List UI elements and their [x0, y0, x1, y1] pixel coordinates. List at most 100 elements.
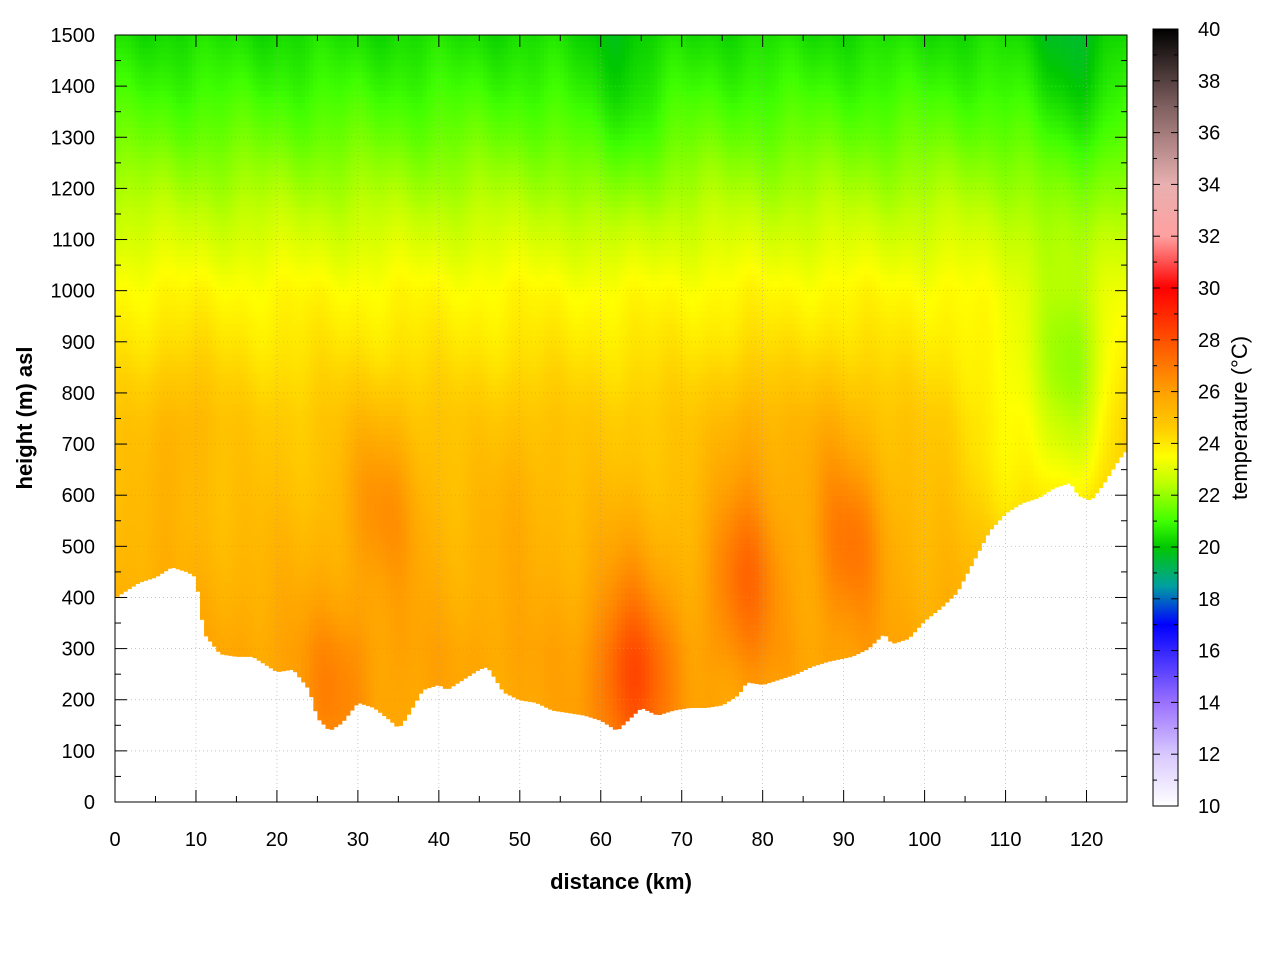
temperature-cell	[196, 176, 201, 183]
temperature-cell	[164, 244, 169, 251]
temperature-cell	[285, 133, 290, 140]
temperature-cell	[261, 127, 266, 134]
temperature-cell	[301, 201, 306, 208]
temperature-cell	[228, 642, 233, 649]
temperature-cell	[313, 514, 318, 521]
temperature-cell	[139, 170, 144, 177]
temperature-cell	[200, 587, 205, 594]
temperature-cell	[224, 372, 229, 379]
temperature-cell	[123, 207, 128, 214]
temperature-cell	[192, 397, 197, 404]
temperature-cell	[119, 507, 124, 514]
temperature-cell	[172, 348, 177, 355]
temperature-cell	[285, 274, 290, 281]
temperature-cell	[273, 661, 278, 668]
temperature-cell	[301, 274, 306, 281]
temperature-cell	[204, 60, 209, 67]
temperature-cell	[228, 188, 233, 195]
temperature-cell	[293, 133, 298, 140]
temperature-cell	[305, 152, 310, 159]
temperature-cell	[143, 360, 148, 367]
temperature-cell	[305, 127, 310, 134]
temperature-cell	[293, 176, 298, 183]
temperature-cell	[277, 501, 282, 508]
temperature-cell	[289, 84, 294, 91]
temperature-cell	[135, 66, 140, 73]
temperature-cell	[131, 446, 136, 453]
temperature-cell	[232, 145, 237, 152]
temperature-cell	[309, 274, 314, 281]
temperature-cell	[257, 618, 262, 625]
temperature-cell	[172, 477, 177, 484]
temperature-cell	[245, 195, 250, 202]
temperature-cell	[236, 348, 241, 355]
temperature-cell	[204, 182, 209, 189]
temperature-cell	[317, 636, 322, 643]
temperature-cell	[184, 372, 189, 379]
temperature-cell	[297, 409, 302, 416]
temperature-cell	[265, 158, 270, 165]
temperature-cell	[220, 213, 225, 220]
temperature-cell	[220, 127, 225, 134]
temperature-cell	[196, 139, 201, 146]
temperature-cell	[305, 170, 310, 177]
temperature-cell	[196, 287, 201, 294]
temperature-cell	[293, 409, 298, 416]
temperature-cell	[180, 231, 185, 238]
temperature-cell	[220, 280, 225, 287]
temperature-cell	[180, 538, 185, 545]
temperature-cell	[220, 593, 225, 600]
temperature-cell	[172, 109, 177, 116]
temperature-cell	[289, 139, 294, 146]
temperature-cell	[127, 293, 132, 300]
temperature-cell	[164, 563, 169, 570]
temperature-cell	[281, 397, 286, 404]
temperature-cell	[180, 354, 185, 361]
temperature-cell	[220, 262, 225, 269]
temperature-cell	[245, 587, 250, 594]
temperature-cell	[208, 348, 213, 355]
temperature-cell	[188, 557, 193, 564]
temperature-cell	[281, 538, 286, 545]
temperature-cell	[245, 35, 250, 42]
temperature-cell	[147, 342, 152, 349]
temperature-cell	[236, 409, 241, 416]
temperature-cell	[269, 280, 274, 287]
temperature-cell	[224, 170, 229, 177]
temperature-cell	[216, 495, 221, 502]
temperature-cell	[236, 256, 241, 263]
temperature-cell	[204, 323, 209, 330]
temperature-cell	[240, 606, 245, 613]
temperature-cell	[164, 127, 169, 134]
temperature-cell	[139, 152, 144, 159]
temperature-cell	[249, 507, 254, 514]
temperature-cell	[127, 164, 132, 171]
temperature-cell	[236, 127, 241, 134]
temperature-cell	[309, 53, 314, 60]
temperature-cell	[289, 495, 294, 502]
temperature-cell	[281, 213, 286, 220]
temperature-cell	[115, 274, 120, 281]
temperature-cell	[293, 514, 298, 521]
temperature-cell	[253, 379, 258, 386]
temperature-cell	[301, 581, 306, 588]
temperature-cell	[281, 612, 286, 619]
temperature-cell	[168, 133, 173, 140]
temperature-cell	[305, 655, 310, 662]
temperature-cell	[208, 195, 213, 202]
temperature-cell	[277, 90, 282, 97]
temperature-cell	[180, 115, 185, 122]
temperature-cell	[208, 600, 213, 607]
temperature-cell	[160, 176, 165, 183]
temperature-cell	[139, 409, 144, 416]
temperature-cell	[188, 379, 193, 386]
temperature-cell	[289, 538, 294, 545]
temperature-cell	[135, 434, 140, 441]
temperature-cell	[208, 636, 213, 641]
temperature-cell	[224, 606, 229, 613]
temperature-cell	[188, 538, 193, 545]
temperature-cell	[131, 158, 136, 165]
temperature-cell	[204, 336, 209, 343]
temperature-cell	[151, 452, 156, 459]
temperature-cell	[240, 109, 245, 116]
